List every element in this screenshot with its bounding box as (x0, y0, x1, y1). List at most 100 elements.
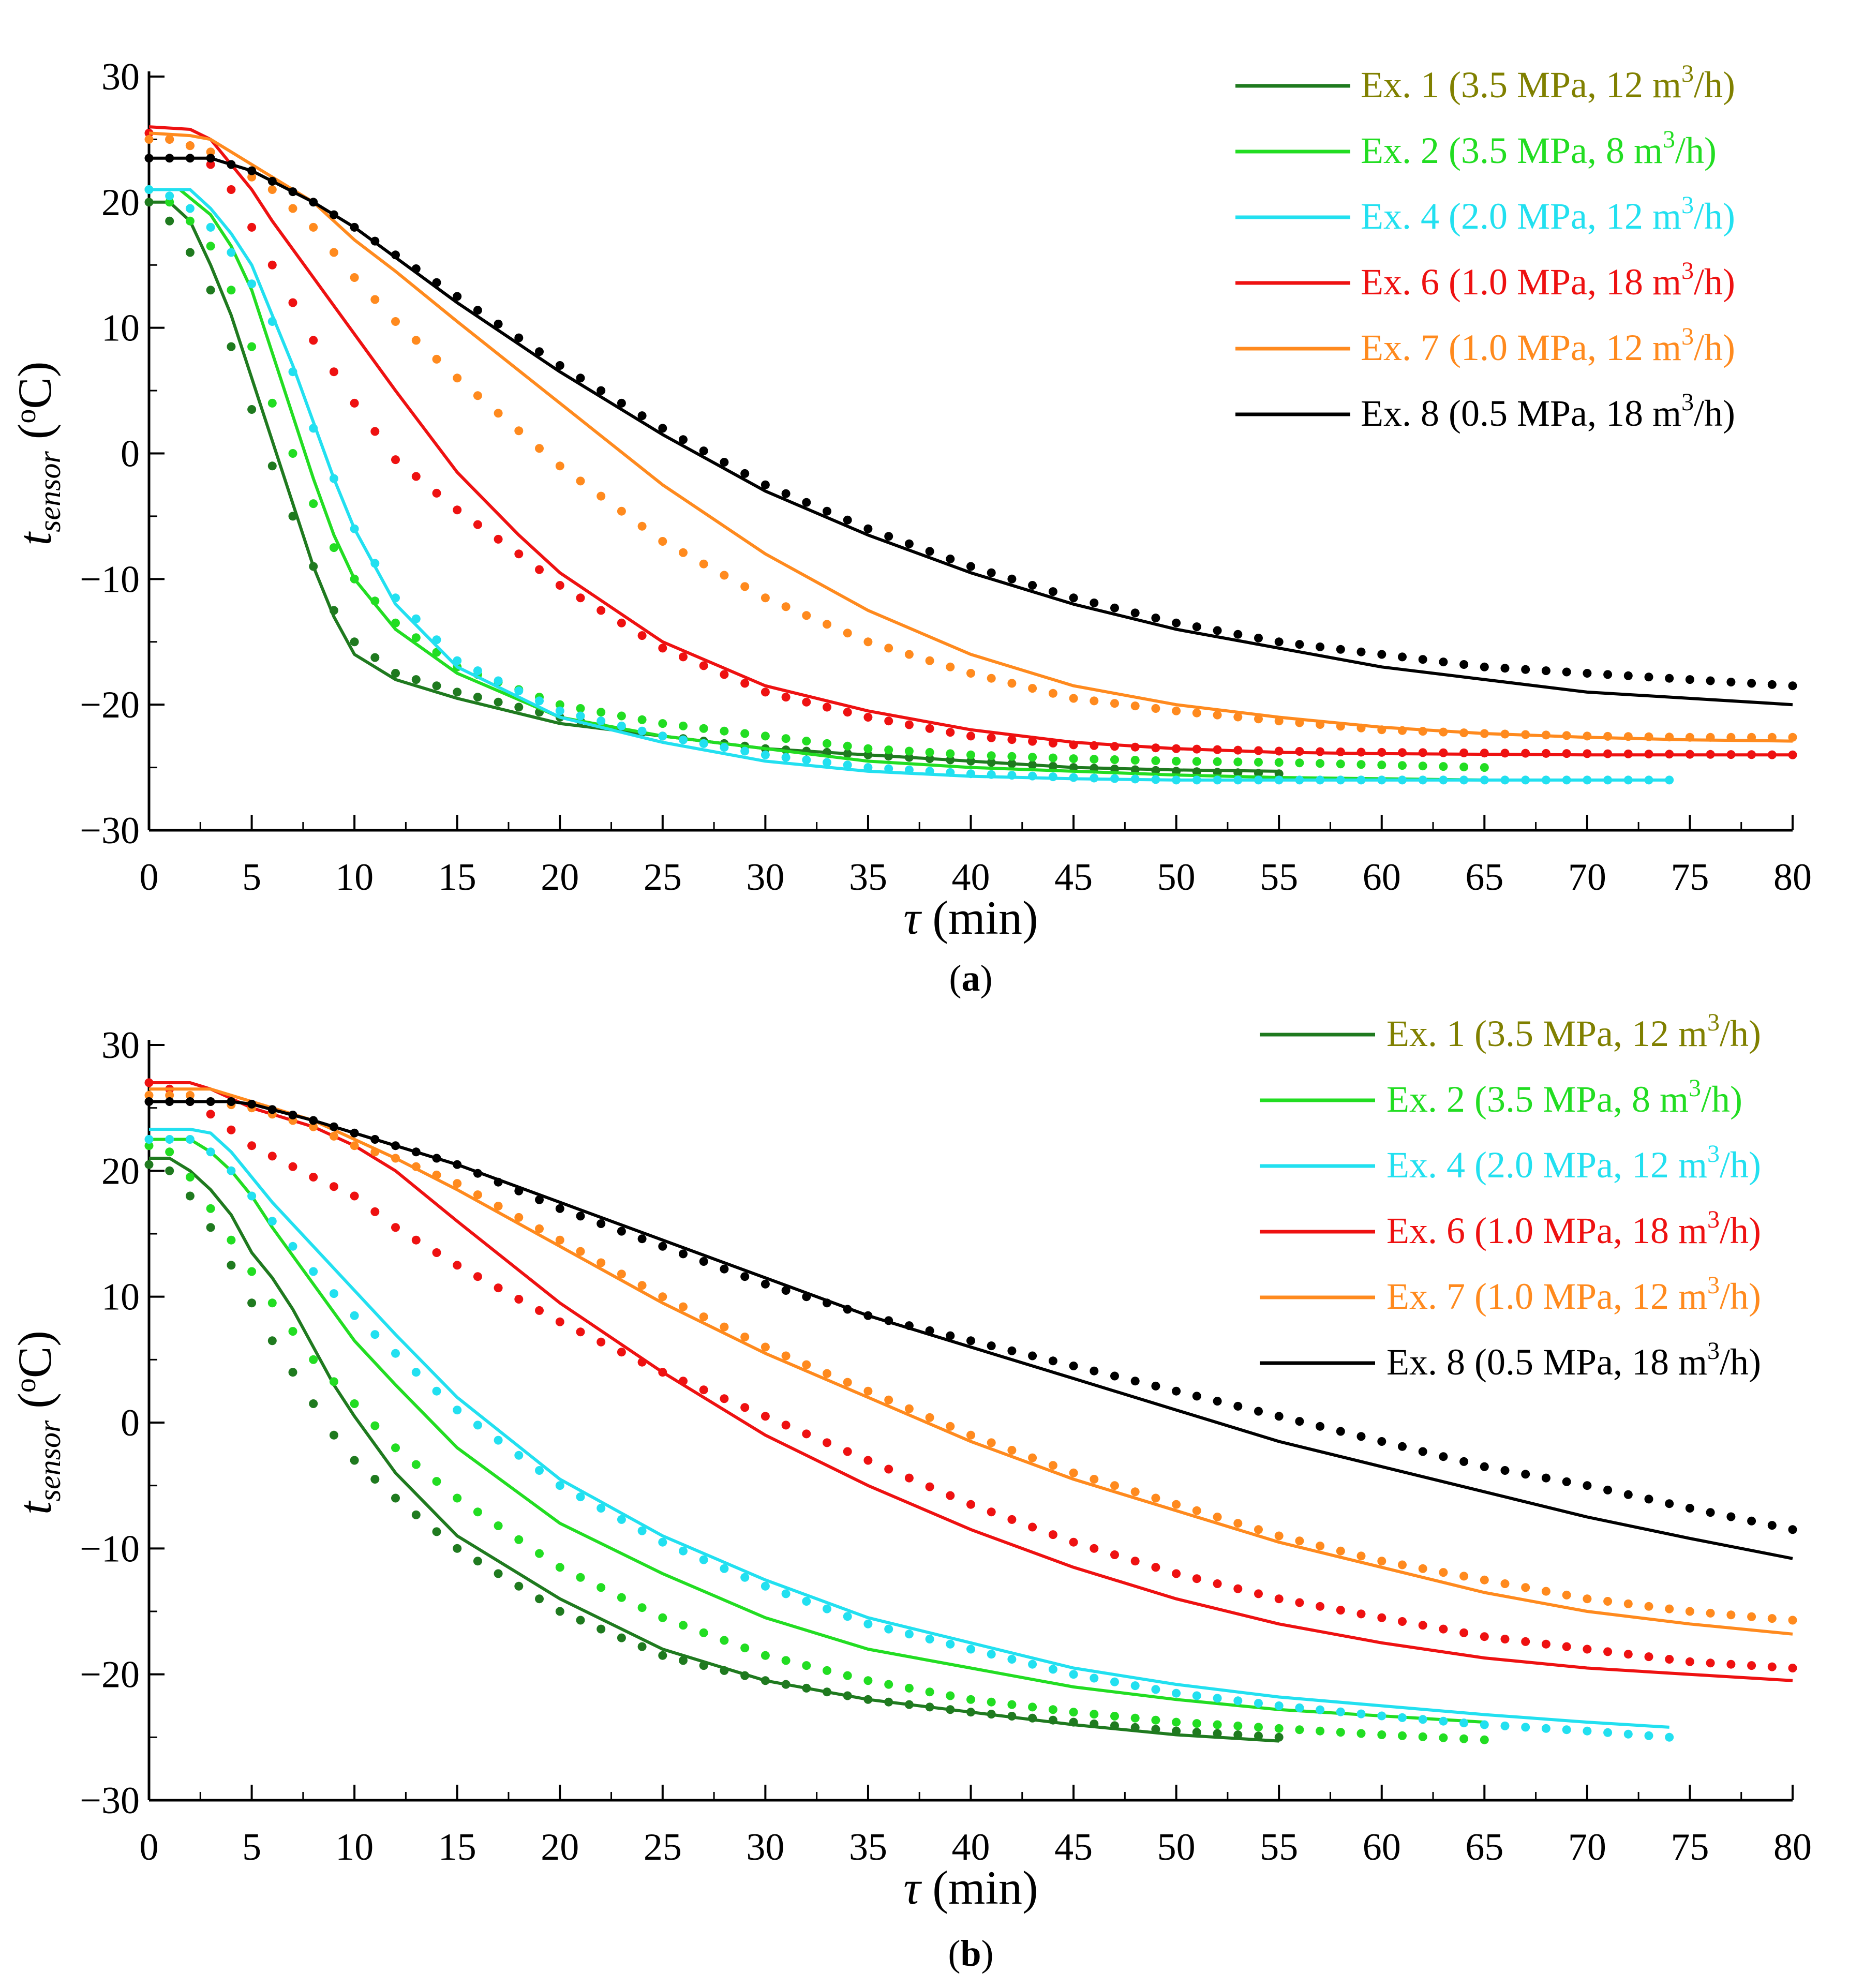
panel-a-series-ex-8-point (617, 398, 626, 408)
panel-a-x-tick-label: 80 (1773, 856, 1812, 899)
panel-a-series-ex-8-point (637, 411, 647, 421)
panel-a-series-ex-6-point (699, 661, 708, 670)
panel-b-series-ex-1-point (966, 1708, 975, 1717)
panel-b-series-ex-6-point (494, 1283, 503, 1293)
panel-a-series-ex-7-point (288, 204, 297, 213)
panel-a-series-ex-6-point (1048, 739, 1057, 748)
panel-a-series-ex-1-point (863, 750, 873, 759)
panel-b-series-ex-4-point (432, 1386, 441, 1396)
panel-a-series-ex-7-point (1562, 731, 1571, 740)
panel-a-series-ex-4-point (1295, 775, 1304, 785)
panel-b-series-ex-1-point (781, 1680, 791, 1689)
panel-a-x-tick-label: 10 (335, 856, 374, 899)
panel-a-series-ex-8-point (1110, 603, 1119, 612)
panel-a-series-ex-2-point (597, 708, 606, 717)
panel-b-series-ex-6-point (1130, 1557, 1140, 1566)
panel-b-legend-label-series-ex-2: Ex. 2 (3.5 MPa, 8 m3/h) (1386, 1074, 1742, 1120)
panel-a-series-ex-1-point (432, 681, 441, 691)
panel-b-series-ex-7-point (1295, 1536, 1304, 1546)
panel-b-series-ex-4-point (453, 1406, 462, 1415)
panel-a-series-ex-8-point (1336, 645, 1345, 654)
panel-a-series-ex-8-point (1069, 593, 1078, 603)
panel-b-series-ex-4-line (149, 1128, 1669, 1729)
panel-b-series-ex-7-point (597, 1258, 606, 1267)
panel-a-series-ex-6-point (1623, 749, 1633, 758)
panel-b-series-ex-2-point (1130, 1713, 1140, 1723)
panel-b-series-ex-1-point (514, 1581, 524, 1591)
panel-b-series-ex-4-point (1151, 1685, 1160, 1694)
panel-b-series-ex-8-point (514, 1186, 524, 1195)
panel-a-x-tick-label: 0 (140, 856, 159, 899)
panel-a-series-ex-2-point (165, 198, 174, 207)
panel-b-series-ex-4-point (740, 1573, 750, 1582)
panel-b-series-ex-7-point (740, 1333, 750, 1341)
panel-b-series-ex-6-point (1377, 1613, 1386, 1622)
panel-a-series-ex-7-point (1130, 701, 1140, 711)
panel-b-series-ex-2-point (309, 1355, 318, 1364)
panel-a-series-ex-1-point (206, 286, 215, 295)
panel-a-series-ex-2-point (1459, 763, 1469, 772)
panel-a-series-ex-7-point (823, 620, 831, 629)
panel-a-series-ex-7-dots (144, 134, 1797, 742)
panel-b-series-ex-7-point (411, 1162, 421, 1171)
panel-b-series-ex-8-point (1500, 1466, 1510, 1475)
panel-a-series-ex-8-point (1480, 662, 1489, 671)
panel-a-y-tick-label: 30 (101, 56, 140, 98)
panel-a-series-ex-2-point (740, 729, 750, 738)
panel-b-series-ex-8-point (494, 1177, 503, 1187)
panel-a-series-ex-2-point (1110, 755, 1119, 764)
panel-a-series-ex-6-point (679, 652, 688, 662)
panel-a-series-ex-7-point (740, 582, 750, 591)
panel-a-series-ex-2-point (679, 721, 688, 730)
panel-b-series-ex-2-point (1316, 1726, 1325, 1736)
panel-a-series-ex-8-point (309, 198, 318, 207)
panel-a-series-ex-7-point (1788, 733, 1797, 742)
panel-a-series-ex-1-point (904, 753, 914, 762)
panel-a-series-ex-4-point (1583, 775, 1592, 785)
panel-b-series-ex-8-point (1562, 1477, 1571, 1486)
panel-b-series-ex-8-point (823, 1298, 831, 1308)
panel-b-series-ex-2-point (576, 1573, 585, 1582)
panel-b-series-ex-2-point (555, 1563, 564, 1572)
panel-b-series-ex-1-point (1110, 1721, 1119, 1730)
panel-a-series-ex-7-point (1726, 733, 1736, 742)
panel-b-series-ex-4-point (1644, 1731, 1653, 1740)
panel-a-series-ex-7-point (699, 559, 708, 569)
panel-b-series-ex-6-point (1747, 1661, 1756, 1670)
panel-a-series-ex-1-point (925, 754, 934, 764)
panel-b-series-ex-6-point (966, 1500, 975, 1509)
panel-b-series-ex-8-point (597, 1219, 606, 1228)
panel-b-series-ex-8-point (802, 1292, 811, 1302)
panel-b-series-ex-6-point (576, 1327, 585, 1337)
panel-a-series-ex-8-point (658, 424, 667, 433)
panel-b-series-ex-4-point (1603, 1728, 1613, 1737)
panel-a-series-ex-1-point (514, 702, 524, 712)
panel-a-series-ex-4-point (370, 559, 380, 568)
panel-b-series-ex-8-point (1418, 1447, 1427, 1456)
panel-b-series-ex-7-point (453, 1179, 462, 1188)
panel-a-series-ex-2-point (720, 726, 729, 736)
panel-b-series-ex-6-point (1254, 1589, 1263, 1598)
panel-a-series-ex-6-point (1274, 746, 1284, 756)
panel-a-series-ex-6-point (1233, 745, 1243, 755)
panel-b-series-ex-7-point (1090, 1475, 1099, 1484)
panel-b-series-ex-8-point (391, 1141, 400, 1150)
panel-b-legend-label-series-ex-1: Ex. 1 (3.5 MPa, 12 m3/h) (1386, 1009, 1761, 1054)
panel-a-series-ex-8-point (1459, 660, 1469, 669)
panel-b-series-ex-7-point (1541, 1587, 1550, 1596)
panel-b-series-ex-8-point (1480, 1462, 1489, 1471)
panel-b-series-ex-6-point (1500, 1635, 1510, 1643)
panel-b-series-ex-6-point (904, 1473, 914, 1483)
panel-a-series-ex-8-point (740, 469, 750, 478)
panel-b-x-tick-label: 20 (541, 1826, 579, 1869)
panel-a-x-tick-label: 5 (242, 856, 261, 899)
panel-b-series-ex-7-point (1274, 1531, 1284, 1541)
panel-a-series-ex-4-point (165, 191, 174, 201)
panel-a-series-ex-6-point (329, 367, 338, 377)
panel-b-series-ex-6-point (206, 1110, 215, 1119)
panel-b-series-ex-1-point (637, 1642, 647, 1651)
panel-a-series-ex-6-point (1110, 742, 1119, 751)
panel-a-series-ex-4-point (699, 739, 708, 748)
panel-b-legend-label-series-ex-6: Ex. 6 (1.0 MPa, 18 m3/h) (1386, 1206, 1761, 1251)
panel-b-series-ex-1-point (761, 1676, 770, 1685)
